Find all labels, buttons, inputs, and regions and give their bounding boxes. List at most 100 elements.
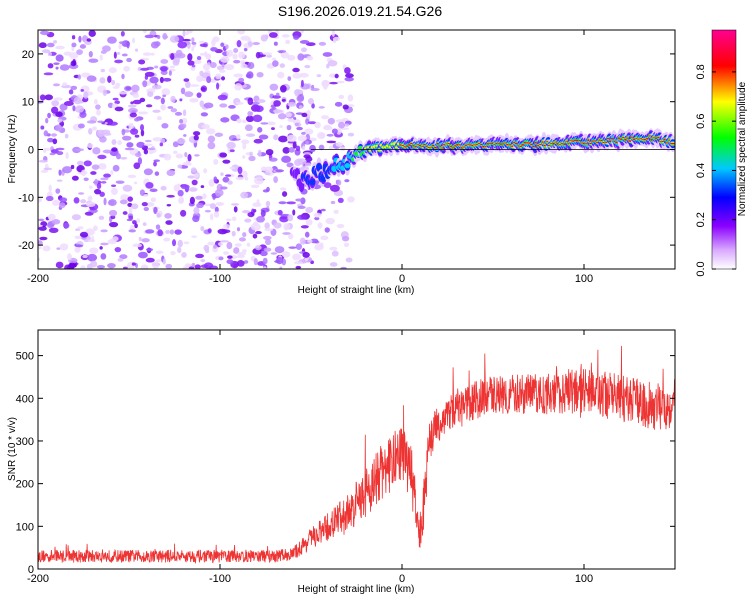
noise-blob [119,199,128,205]
noise-blob [38,257,41,262]
noise-blob [325,217,335,225]
noise-blob [80,88,84,92]
noise-blob [121,73,125,80]
noise-blob [180,184,190,190]
noise-blob [237,166,243,175]
noise-blob [133,162,141,170]
noise-blob [133,181,138,185]
noise-blob [259,54,266,58]
noise-blob [237,30,245,35]
noise-blob [313,212,322,218]
noise-blob [236,134,241,140]
noise-blob [236,227,240,232]
noise-blob [216,183,223,192]
noise-blob [293,35,300,40]
noise-blob [273,176,278,183]
noise-blob [225,174,232,177]
noise-blob [206,76,212,84]
noise-blob [263,52,273,56]
noise-blob [92,225,98,232]
noise-blob [108,121,118,126]
noise-blob [279,85,287,93]
noise-blob [335,142,344,147]
noise-blob [281,99,286,102]
noise-blob [44,94,54,101]
noise-blob [43,147,51,151]
noise-blob [209,203,217,209]
noise-blob [132,220,137,225]
noise-blob [90,171,97,175]
noise-blob [305,42,316,47]
noise-blob [131,262,136,266]
noise-blob [279,266,283,269]
noise-blob [214,132,224,137]
noise-blob [166,204,172,207]
noise-blob [47,112,51,119]
noise-blob [307,239,313,243]
noise-blob [226,49,234,57]
noise-blob [220,56,230,63]
noise-blob [305,140,309,145]
noise-blob [271,127,275,130]
spectrogram-noise-layer [38,30,355,269]
noise-blob [156,35,161,40]
noise-blob [67,253,72,261]
noise-blob [300,225,309,229]
noise-blob [336,128,342,135]
noise-blob [264,228,274,232]
noise-blob [238,77,245,83]
noise-blob [184,91,194,98]
noise-blob [104,121,108,125]
noise-blob [141,201,148,207]
noise-blob [112,236,119,242]
noise-blob [55,124,63,132]
noise-blob [73,197,80,204]
noise-blob [123,65,130,72]
noise-blob [124,147,135,151]
noise-blob [327,60,338,67]
noise-blob [88,50,93,58]
noise-blob [56,179,63,182]
noise-blob [141,238,150,243]
noise-blob [88,128,93,135]
noise-blob [102,89,108,97]
noise-blob [170,53,175,60]
noise-blob [93,188,102,195]
noise-blob [118,43,122,50]
noise-blob [159,142,164,147]
noise-blob [47,213,56,221]
noise-blob [182,161,192,166]
noise-blob [74,105,84,113]
noise-blob [282,232,292,235]
noise-blob [164,212,172,219]
noise-blob [168,70,172,76]
noise-blob [107,263,116,269]
noise-blob [253,177,264,185]
noise-blob [126,142,134,148]
noise-blob [170,251,176,256]
noise-blob [86,75,97,82]
noise-blob [151,261,160,269]
noise-blob [191,46,195,52]
noise-blob [319,242,324,248]
noise-blob [53,62,60,65]
noise-blob [74,235,82,240]
snr-x-axis-title: Height of straight line (km) [298,584,415,595]
noise-blob [292,72,302,79]
noise-blob [295,265,302,269]
noise-blob [127,202,133,207]
noise-blob [213,176,218,183]
noise-blob [286,134,297,142]
noise-blob [112,97,119,101]
noise-blob [293,261,303,265]
noise-blob [238,237,246,242]
noise-blob [285,39,291,45]
noise-blob [336,80,345,84]
noise-blob [128,207,133,215]
noise-blob [281,251,291,258]
noise-blob [318,144,325,151]
noise-blob [344,123,350,127]
noise-blob [252,233,258,239]
noise-blob [274,246,285,254]
